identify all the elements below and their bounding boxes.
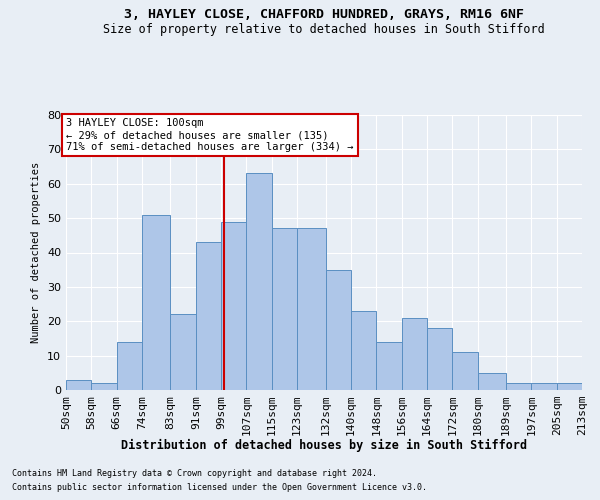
- Bar: [478, 373, 506, 390]
- Bar: [142, 214, 170, 390]
- Bar: [506, 383, 532, 390]
- Y-axis label: Number of detached properties: Number of detached properties: [31, 162, 41, 343]
- Bar: [452, 352, 478, 390]
- Bar: [91, 383, 116, 390]
- Text: Distribution of detached houses by size in South Stifford: Distribution of detached houses by size …: [121, 440, 527, 452]
- Bar: [272, 228, 297, 390]
- Bar: [221, 222, 247, 390]
- Bar: [297, 228, 326, 390]
- Bar: [196, 242, 221, 390]
- Bar: [66, 380, 91, 390]
- Text: 3, HAYLEY CLOSE, CHAFFORD HUNDRED, GRAYS, RM16 6NF: 3, HAYLEY CLOSE, CHAFFORD HUNDRED, GRAYS…: [124, 8, 524, 20]
- Bar: [427, 328, 452, 390]
- Bar: [401, 318, 427, 390]
- Bar: [326, 270, 351, 390]
- Text: Contains public sector information licensed under the Open Government Licence v3: Contains public sector information licen…: [12, 484, 427, 492]
- Text: Contains HM Land Registry data © Crown copyright and database right 2024.: Contains HM Land Registry data © Crown c…: [12, 468, 377, 477]
- Bar: [247, 174, 272, 390]
- Text: Size of property relative to detached houses in South Stifford: Size of property relative to detached ho…: [103, 22, 545, 36]
- Bar: [116, 342, 142, 390]
- Bar: [532, 383, 557, 390]
- Bar: [557, 383, 582, 390]
- Bar: [351, 311, 376, 390]
- Bar: [376, 342, 401, 390]
- Bar: [170, 314, 196, 390]
- Text: 3 HAYLEY CLOSE: 100sqm
← 29% of detached houses are smaller (135)
71% of semi-de: 3 HAYLEY CLOSE: 100sqm ← 29% of detached…: [66, 118, 353, 152]
